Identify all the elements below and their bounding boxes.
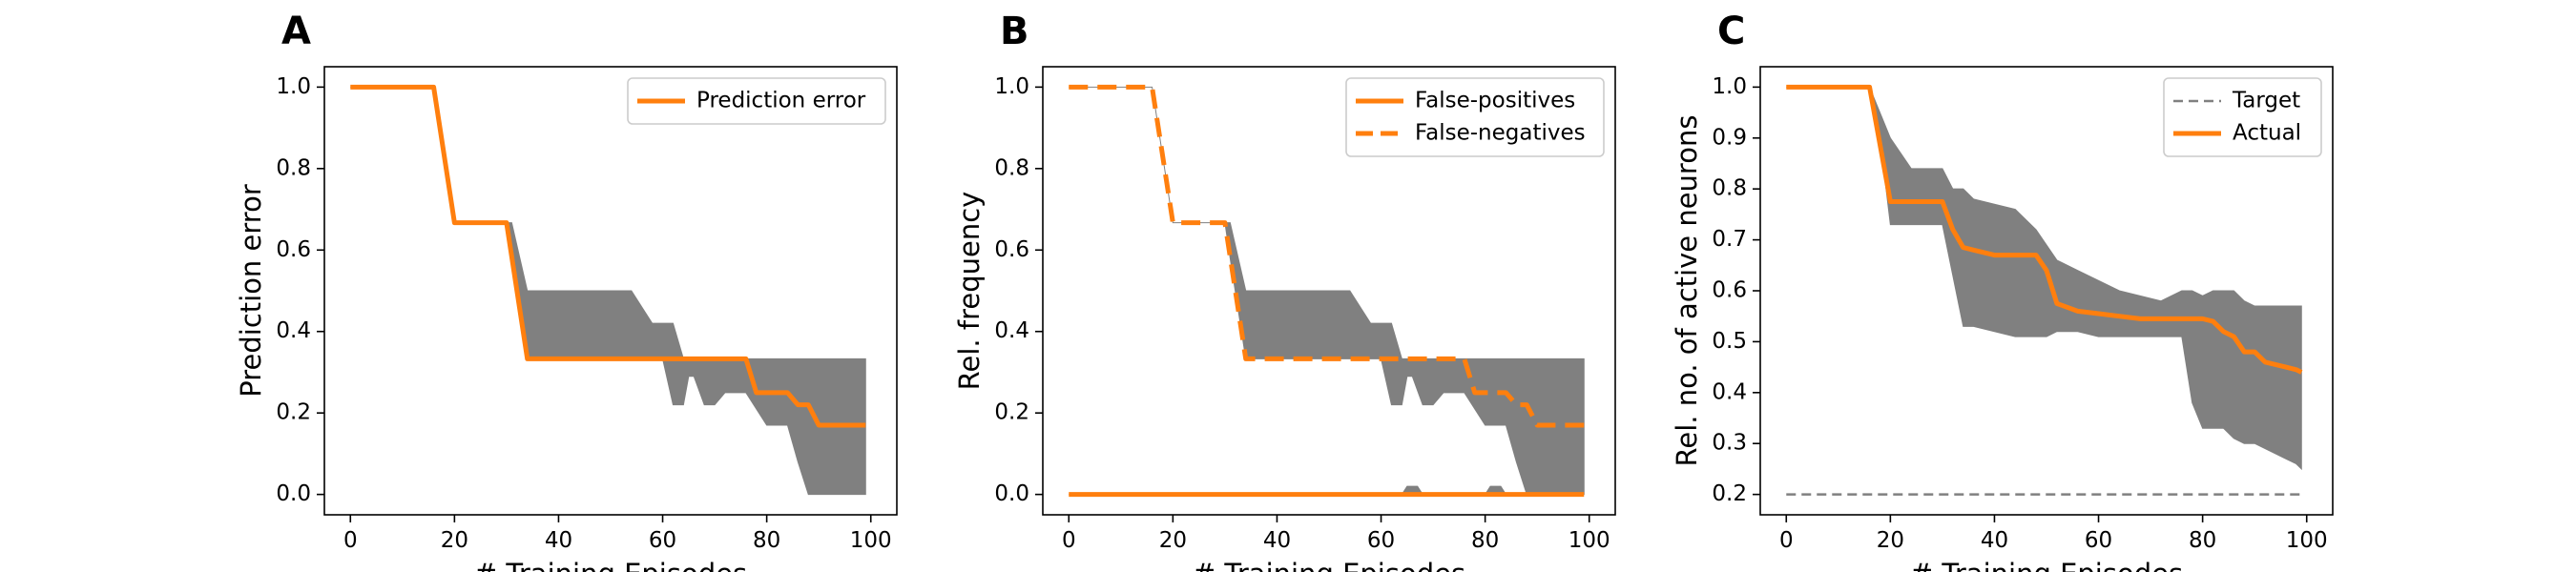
chart-panel-b: B 0 20 40 60 80 100 0.0 0.2 0.4 0.6 0.8 1.0 # Trainin… — [953, 10, 1616, 572]
x-tick-label: 80 — [1471, 528, 1499, 553]
legend-label: False-positives — [1415, 89, 1575, 113]
y-tick-label: 0.2 — [1712, 481, 1747, 506]
series-line-actual — [1786, 84, 2303, 375]
y-tick-label: 1.0 — [1712, 74, 1747, 99]
y-tick-label: 0.2 — [276, 400, 311, 425]
x-tick-label: 0 — [1062, 528, 1076, 553]
y-tick-label: 0.6 — [1712, 278, 1747, 303]
y-tick-label: 0.8 — [1712, 176, 1747, 201]
y-tick-label: 1.0 — [994, 74, 1029, 99]
legend: False-positives False-negatives — [1345, 77, 1605, 157]
y-tick-label: 0.0 — [994, 481, 1029, 506]
x-tick-label: 20 — [441, 528, 468, 553]
y-tick-label: 0.7 — [1712, 227, 1747, 252]
legend-box — [1345, 77, 1605, 157]
x-tick-label: 100 — [2286, 528, 2328, 553]
legend-label: Actual — [2233, 121, 2301, 146]
x-tick-label: 40 — [1981, 528, 2008, 553]
y-tick-label: 0.0 — [276, 481, 311, 506]
x-tick-label: 40 — [545, 528, 572, 553]
chart-panel-a: A 0 20 40 60 80 100 0.0 0.2 0.4 0.6 0.8 1.0 # Trainin… — [235, 10, 898, 572]
legend: Target Actual — [2163, 77, 2322, 157]
y-tick-label: 0.6 — [276, 237, 311, 262]
x-tick-label: 100 — [850, 528, 892, 553]
x-tick-label: 20 — [1159, 528, 1187, 553]
axes-frame — [323, 66, 898, 516]
y-tick-label: 0.4 — [276, 318, 311, 343]
x-tick-label: 60 — [2085, 528, 2112, 553]
x-tick-label: 80 — [2189, 528, 2216, 553]
y-tick-label: 0.4 — [1712, 379, 1747, 404]
y-tick-label: 0.3 — [1712, 431, 1747, 456]
x-axis-label: # Training Episodes — [1910, 558, 2183, 572]
x-tick-label: 0 — [343, 528, 358, 553]
legend-label: False-negatives — [1415, 121, 1586, 146]
x-tick-label: 40 — [1263, 528, 1291, 553]
y-tick-label: 0.8 — [994, 155, 1029, 180]
x-tick-label: 60 — [649, 528, 676, 553]
y-axis-label: Prediction error — [235, 184, 267, 398]
series-line-false-negatives — [1069, 84, 1585, 428]
axes-frame — [1042, 66, 1616, 516]
x-axis-label: # Training Episodes — [1193, 558, 1465, 572]
legend-box — [627, 77, 886, 125]
legend-label: Prediction error — [696, 89, 866, 113]
panel-letter: A — [281, 10, 311, 53]
y-tick-label: 1.0 — [276, 74, 311, 99]
panel-letter: B — [1000, 10, 1029, 53]
x-tick-label: 60 — [1367, 528, 1395, 553]
legend-label: Target — [2232, 89, 2300, 113]
legend: Prediction error — [627, 77, 886, 125]
y-axis-label: Rel. no. of active neurons — [1671, 115, 1703, 467]
y-tick-label: 0.6 — [994, 237, 1029, 262]
y-tick-label: 0.4 — [994, 318, 1029, 343]
y-tick-label: 0.5 — [1712, 329, 1747, 354]
series-line-prediction-error — [350, 84, 866, 428]
chart-panel-c: C 0 20 40 60 80 100 0.2 0.3 0.4 0.5 0.6 0.7 0.8 0.9 1.0… — [1671, 10, 2334, 572]
legend-box — [2163, 77, 2322, 157]
y-tick-label: 0.8 — [276, 155, 311, 180]
y-tick-label: 0.2 — [994, 400, 1029, 425]
x-tick-label: 100 — [1568, 528, 1610, 553]
x-tick-label: 80 — [753, 528, 780, 553]
x-tick-label: 20 — [1877, 528, 1904, 553]
y-tick-label: 0.9 — [1712, 125, 1747, 150]
confidence-band — [1786, 86, 2302, 471]
confidence-band — [350, 86, 866, 496]
x-tick-label: 0 — [1779, 528, 1794, 553]
x-axis-label: # Training Episodes — [474, 558, 747, 572]
panel-letter: C — [1717, 10, 1745, 53]
y-axis-label: Rel. frequency — [953, 192, 986, 391]
